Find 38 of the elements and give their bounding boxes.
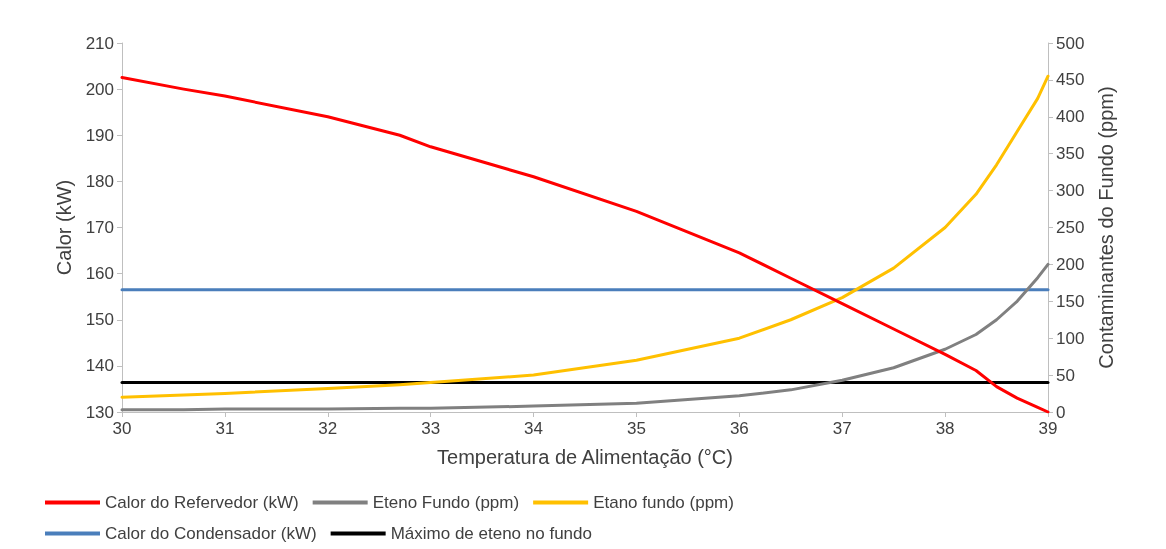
y-tick-label: 170 xyxy=(85,218,114,237)
x-tick-label: 37 xyxy=(832,419,852,438)
x-tick-label: 39 xyxy=(1038,419,1058,438)
y-tick-label: 200 xyxy=(85,79,114,99)
y-tick-label: 180 xyxy=(85,171,114,191)
y-axis-title: Calor (kW) xyxy=(53,179,75,276)
y2-tick-label: 200 xyxy=(1056,254,1085,274)
y-tick-label: 210 xyxy=(85,33,114,53)
y2-tick-label: 300 xyxy=(1056,181,1085,201)
y-tick-label: 130 xyxy=(85,402,114,422)
y2-tick-label: 350 xyxy=(1056,144,1085,164)
y-tick-label: 190 xyxy=(85,125,114,145)
x-tick-label: 34 xyxy=(524,419,544,438)
x-tick-label: 30 xyxy=(112,419,132,438)
x-tick-label: 32 xyxy=(318,419,338,438)
y-tick-label: 150 xyxy=(85,310,114,330)
y-tick-label: 160 xyxy=(85,264,114,284)
legend-label: Calor do Refervedor (kW) xyxy=(105,493,299,512)
y2-tick-label: 500 xyxy=(1056,33,1085,53)
y2-axis-title: Contaminantes do Fundo (ppm) xyxy=(1095,86,1117,369)
y-tick-label: 140 xyxy=(85,356,114,376)
x-tick-label: 38 xyxy=(935,419,955,438)
x-tick-label: 31 xyxy=(215,419,235,438)
x-tick-label: 33 xyxy=(421,419,441,438)
y2-tick-label: 150 xyxy=(1056,291,1085,311)
x-tick-label: 36 xyxy=(729,419,749,438)
y2-tick-label: 50 xyxy=(1056,365,1075,385)
legend-label: Eteno Fundo (ppm) xyxy=(372,493,520,512)
legend-label: Calor do Condensador (kW) xyxy=(105,524,317,543)
y2-tick-label: 100 xyxy=(1056,328,1085,348)
y2-tick-label: 400 xyxy=(1056,107,1085,127)
legend-label: Etano fundo (ppm) xyxy=(593,493,734,512)
x-axis-title: Temperatura de Alimentação (°C) xyxy=(437,446,733,468)
y2-tick-label: 450 xyxy=(1056,70,1085,90)
y2-tick-label: 0 xyxy=(1056,402,1066,422)
y2-tick-label: 250 xyxy=(1056,218,1085,237)
x-tick-label: 35 xyxy=(626,419,646,438)
legend-label: Máximo de eteno no fundo xyxy=(390,524,592,543)
